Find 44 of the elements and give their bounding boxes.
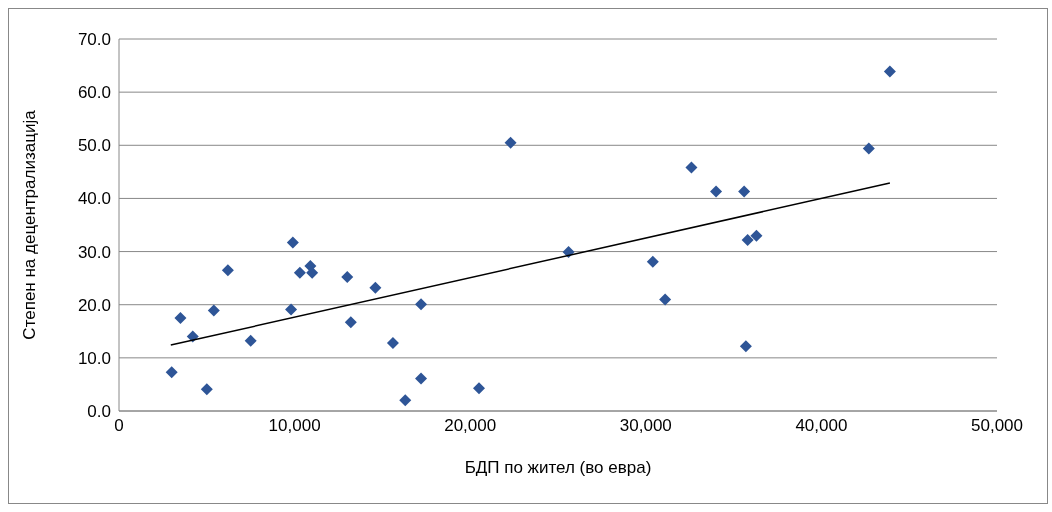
x-tick-label: 10,000	[268, 416, 321, 436]
point	[659, 293, 672, 306]
point	[415, 298, 428, 311]
point	[739, 340, 752, 353]
point	[386, 336, 399, 349]
point	[862, 142, 875, 155]
y-axis-title: Степен на децентрализација	[20, 109, 40, 340]
point	[207, 304, 220, 317]
point	[750, 229, 763, 242]
point	[344, 316, 357, 329]
y-tick-label: 40.0	[77, 189, 111, 209]
y-tick-label: 0.0	[87, 402, 111, 422]
point	[504, 136, 517, 149]
point	[293, 266, 306, 279]
point	[685, 161, 698, 174]
point	[710, 185, 723, 198]
point	[415, 372, 428, 385]
point	[244, 334, 257, 347]
y-tick-label: 30.0	[77, 242, 111, 262]
y-tick-label: 10.0	[77, 348, 111, 368]
point	[285, 303, 298, 316]
point	[165, 366, 178, 379]
point	[200, 383, 213, 396]
point	[883, 65, 896, 78]
x-tick-label: 0	[114, 416, 124, 436]
x-axis-title: БДП по жител (во евра)	[464, 458, 652, 477]
point	[286, 236, 299, 249]
x-tick-label: 20,000	[444, 416, 497, 436]
point	[221, 264, 234, 277]
point	[738, 185, 751, 198]
point	[399, 394, 412, 407]
point	[741, 233, 754, 246]
y-tick-label: 60.0	[77, 83, 111, 103]
y-tick-label: 70.0	[77, 30, 111, 50]
y-tick-label: 20.0	[77, 295, 111, 315]
point	[472, 382, 485, 395]
point	[369, 281, 382, 294]
x-tick-label: 30,000	[619, 416, 672, 436]
x-tick-label: 40,000	[795, 416, 848, 436]
x-tick-label: 50,000	[971, 416, 1023, 436]
point	[174, 312, 187, 324]
point	[646, 255, 659, 268]
point	[341, 271, 354, 284]
y-tick-label: 50.0	[77, 136, 111, 156]
